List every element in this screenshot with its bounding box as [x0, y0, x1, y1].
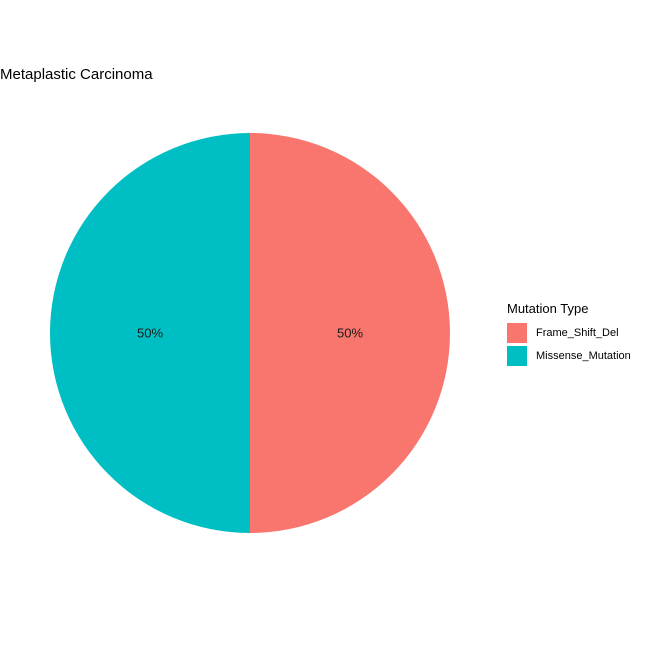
legend-item: Missense_Mutation — [507, 344, 631, 367]
legend-title: Mutation Type — [507, 301, 589, 316]
legend-item: Frame_Shift_Del — [507, 321, 631, 344]
legend-items: Frame_Shift_Del Missense_Mutation — [507, 321, 631, 367]
legend-label: Missense_Mutation — [536, 349, 631, 362]
legend-swatch — [507, 322, 527, 343]
legend-label: Frame_Shift_Del — [536, 326, 619, 339]
pie-slices — [50, 133, 450, 533]
chart-title: Metaplastic Carcinoma — [0, 66, 153, 83]
slice-percent-label: 50% — [137, 326, 163, 341]
pie-slice-labels: 50% 50% — [137, 326, 363, 341]
legend: Mutation Type Frame_Shift_Del Missense_Mu… — [507, 301, 631, 367]
pie-slice-frame-shift-del — [250, 133, 450, 533]
slice-percent-label: 50% — [337, 326, 363, 341]
pie-slice-missense-mutation — [50, 133, 250, 533]
legend-swatch — [507, 345, 527, 366]
